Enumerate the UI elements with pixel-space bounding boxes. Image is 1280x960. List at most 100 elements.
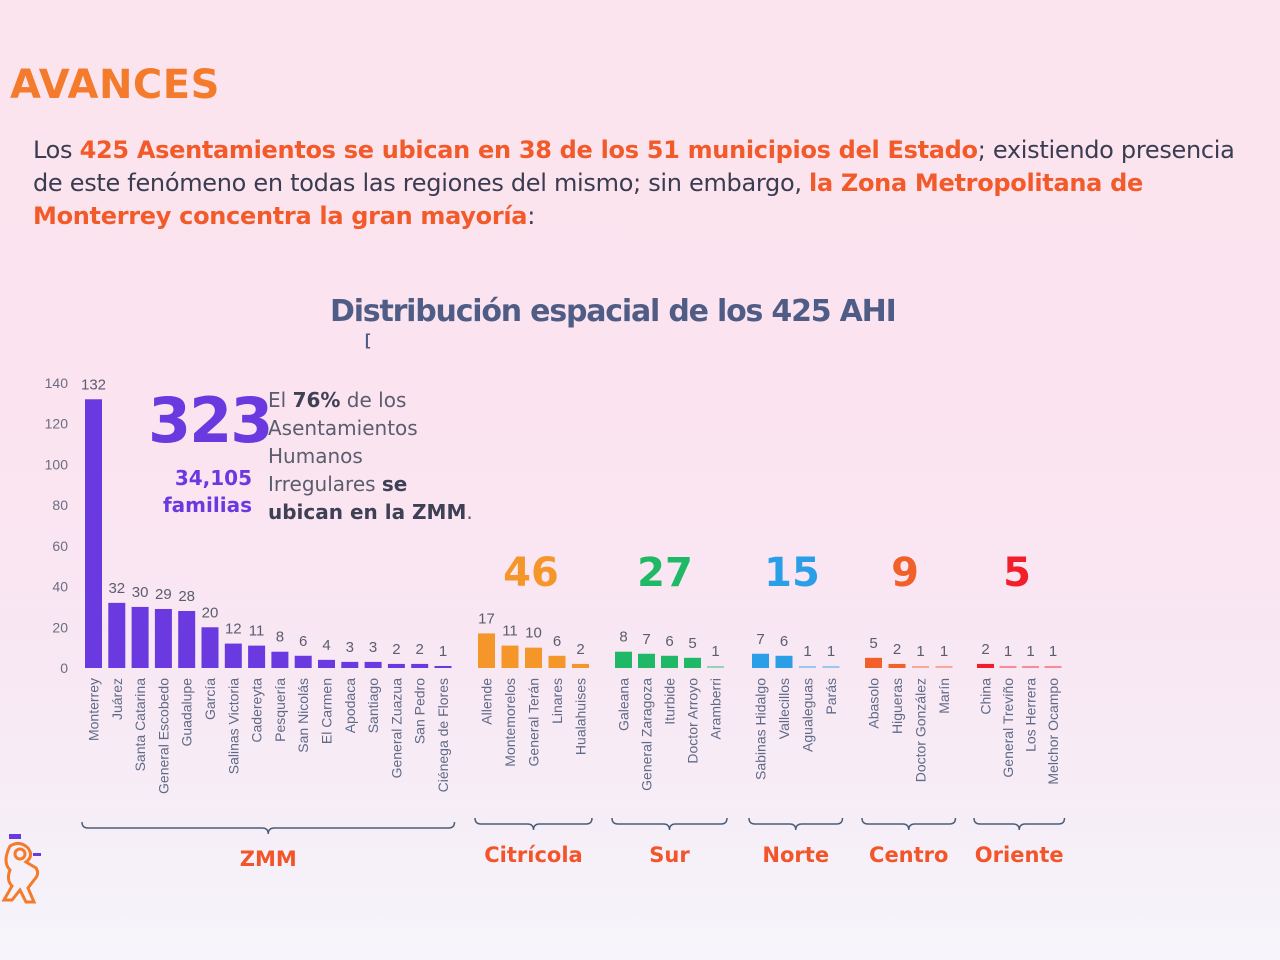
bar [501, 645, 519, 668]
bar [434, 665, 452, 668]
bar-value-label: 1 [1049, 643, 1057, 660]
bar [661, 655, 678, 668]
group-brace [748, 817, 844, 831]
para-seg-3: la Zona Metropolitana de Monterrey conce… [33, 169, 1143, 230]
group-brace [973, 817, 1066, 831]
bar-value-label: 4 [322, 637, 330, 654]
bar [822, 665, 840, 668]
category-label: Monterrey [86, 678, 102, 741]
bar [935, 665, 953, 668]
bar [615, 651, 632, 668]
bar [1022, 665, 1039, 668]
bar [224, 643, 242, 668]
bar-value-label: 11 [502, 623, 518, 640]
category-label: General Treviño [1000, 678, 1016, 778]
bar-value-label: 8 [276, 629, 284, 646]
region-total: 5 [1003, 550, 1031, 596]
bar [865, 657, 882, 668]
category-label: García [202, 678, 218, 720]
category-label: Santa Catarina [132, 678, 148, 772]
bar-value-label: 7 [642, 631, 650, 648]
bar [131, 606, 149, 668]
zmm-total: 323 [148, 384, 273, 457]
bar-value-label: 12 [225, 621, 242, 638]
bar [478, 633, 495, 668]
category-label: Aramberri [708, 678, 724, 739]
category-label: Abasolo [866, 678, 882, 729]
bar [684, 657, 701, 668]
bar [248, 645, 266, 668]
bar-value-label: 5 [869, 635, 877, 652]
category-label: Agualeguas [800, 678, 816, 752]
bar-value-label: 6 [665, 633, 673, 650]
desc-pct: 76% [292, 388, 341, 412]
y-tick-label: 0 [60, 660, 68, 676]
bar-value-label: 1 [439, 643, 447, 660]
group-brace [474, 817, 593, 831]
bar-value-label: 2 [981, 641, 989, 658]
intro-paragraph: Los 425 Asentamientos se ubican en 38 de… [33, 134, 1263, 233]
bar [154, 608, 172, 668]
category-label: General Zuazua [388, 678, 404, 779]
bar-value-label: 132 [81, 376, 106, 393]
bar-value-label: 1 [803, 643, 811, 660]
bar-value-label: 6 [553, 633, 561, 650]
bar-value-label: 3 [369, 639, 377, 656]
bar-value-label: 2 [576, 641, 584, 658]
region-label: Citrícola [484, 843, 582, 867]
bar-value-label: 8 [619, 629, 627, 646]
bar [318, 659, 335, 668]
category-label: Parás [823, 678, 839, 715]
category-label: Ciénega de Flores [435, 678, 451, 792]
bar-value-label: 20 [202, 604, 219, 621]
category-label: San Pedro [412, 678, 428, 744]
category-label: Vallecillos [776, 678, 792, 739]
bar-value-label: 5 [688, 635, 696, 652]
bar-value-label: 28 [178, 588, 195, 605]
bar-value-label: 2 [392, 641, 400, 658]
desc-1: El [268, 388, 293, 412]
bar [411, 663, 429, 668]
category-label: Hualahuises [573, 678, 589, 755]
y-tick-label: 120 [45, 416, 69, 432]
bar [752, 653, 769, 668]
group-brace [861, 817, 957, 831]
category-label: Allende [479, 678, 495, 725]
bar-value-label: 1 [1004, 643, 1012, 660]
bar-value-label: 30 [132, 584, 149, 601]
category-label: Pesquería [272, 678, 288, 742]
desc-end: . [466, 500, 473, 524]
category-label: Santiago [365, 678, 381, 733]
region-total: 9 [891, 550, 919, 596]
category-label: China [978, 678, 994, 715]
bar-value-label: 32 [108, 580, 125, 597]
y-tick-label: 80 [52, 497, 68, 513]
bar [977, 663, 994, 668]
page-title: AVANCES [10, 62, 220, 108]
category-label: Apodaca [342, 678, 358, 733]
region-label: ZMM [240, 847, 297, 871]
category-label: Doctor González [913, 678, 929, 782]
bar [341, 661, 359, 668]
region-label: Oriente [975, 843, 1064, 867]
bar-value-label: 2 [893, 641, 901, 658]
bar [201, 627, 219, 668]
desc-2: de los [340, 388, 407, 412]
region-label: Sur [649, 843, 690, 867]
bar [999, 665, 1017, 668]
families-number: 34,105 [174, 466, 252, 490]
bar-value-label: 1 [711, 643, 719, 660]
bar-value-label: 29 [155, 586, 172, 603]
category-label: El Carmen [319, 678, 335, 744]
chart-title: Distribución espacial de los 425 AHI [330, 294, 897, 329]
category-label: Doctor Arroyo [685, 678, 701, 764]
bar [799, 665, 816, 668]
desc-4: Humanos [268, 444, 363, 468]
bar [387, 663, 405, 668]
zmm-families: 34,105 familias [160, 465, 252, 519]
bar-value-label: 1 [940, 643, 948, 660]
category-label: Guadalupe [179, 678, 195, 747]
category-label: Iturbide [662, 678, 678, 725]
category-label: Galeana [616, 678, 632, 731]
bar [271, 651, 289, 668]
